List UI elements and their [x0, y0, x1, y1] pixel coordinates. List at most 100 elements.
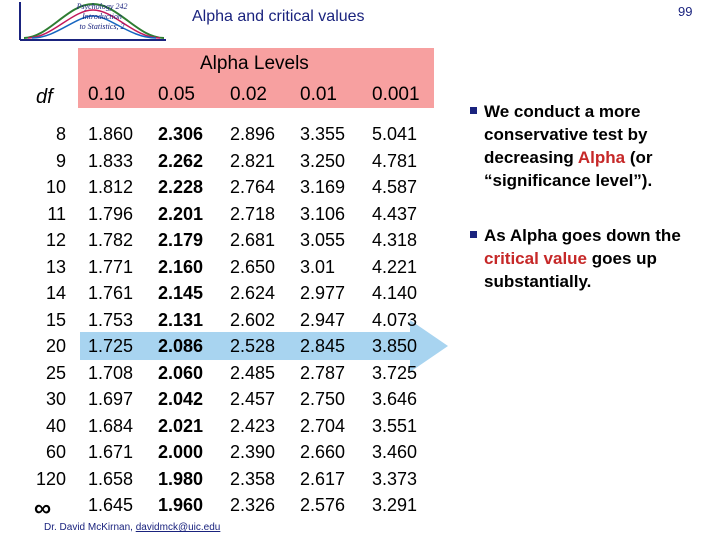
alpha-column-heading: 0.001 — [372, 84, 420, 105]
bullet-text: As Alpha goes down the — [484, 226, 681, 245]
critical-value-cell: 1.671 — [88, 442, 134, 462]
critical-value-cell: 2.000 — [158, 442, 204, 462]
logo-line-3: to Statistics, 2 — [79, 22, 125, 31]
bullet-text: We conduct a more conservative test by d… — [484, 102, 648, 167]
critical-value-cell: 2.681 — [230, 230, 276, 250]
footer-email-link[interactable]: davidmck@uic.edu — [135, 522, 221, 533]
critical-value-cell: 2.617 — [300, 468, 346, 489]
critical-value-cell: 2.624 — [230, 283, 276, 303]
critical-value-cell: 2.764 — [230, 177, 276, 197]
critical-value-cell: 1.860 — [88, 124, 134, 144]
df-value: 10 — [45, 177, 66, 197]
critical-value-cell: 3.055 — [300, 230, 346, 250]
critical-value-cell: 1.980 — [158, 468, 204, 489]
critical-value-cell: 3.373 — [372, 468, 418, 489]
critical-value-cell: 3.551 — [372, 415, 418, 436]
critical-value-cell: 2.650 — [230, 256, 276, 277]
critical-value-cell: 2.704 — [300, 415, 346, 436]
critical-value-cell: 3.355 — [300, 124, 346, 144]
row-highlight-arrow — [80, 320, 448, 372]
df-value: 12 — [45, 230, 66, 250]
alpha-levels-heading: Alpha Levels — [200, 53, 309, 74]
critical-value-cell: 2.947 — [300, 309, 346, 330]
critical-value-cell: 2.086 — [158, 336, 204, 356]
critical-value-cell: 1.725 — [88, 336, 134, 356]
critical-value-cell: 2.750 — [300, 389, 346, 409]
critical-value-cell: 3.250 — [300, 150, 346, 171]
critical-value-cell: 2.423 — [230, 415, 276, 436]
df-value: 30 — [45, 389, 66, 409]
critical-value-cell: 2.660 — [300, 442, 346, 462]
df-value: 120 — [35, 468, 66, 489]
footer-credit: Dr. David McKirnan, davidmck@uic.edu — [44, 522, 220, 533]
critical-value-cell: 2.602 — [230, 309, 276, 330]
alpha-column-heading: 0.10 — [88, 84, 125, 105]
critical-value-cell: 1.708 — [88, 362, 134, 383]
df-value: 60 — [45, 442, 66, 462]
critical-value-cell: 1.697 — [88, 389, 134, 409]
critical-value-cell: 3.460 — [372, 442, 418, 462]
critical-value-cell: 3.646 — [372, 389, 418, 409]
df-value: 9 — [55, 150, 66, 171]
slide-number: 99 — [678, 4, 693, 19]
bullet-marker-icon — [470, 231, 477, 238]
critical-value-cell: 3.169 — [300, 177, 346, 197]
alpha-column-heading: 0.01 — [300, 84, 337, 105]
bullet-marker-icon — [470, 107, 477, 114]
critical-value-cell: 4.140 — [372, 283, 418, 303]
critical-value-cell: 2.042 — [158, 389, 204, 409]
df-value: 13 — [45, 256, 66, 277]
critical-value-cell: 1.812 — [88, 177, 134, 197]
critical-value-cell: 1.833 — [88, 150, 134, 171]
critical-value-cell: 2.060 — [158, 362, 204, 383]
critical-value-cell: 2.201 — [158, 203, 204, 224]
critical-value-cell: 1.658 — [88, 468, 134, 489]
df-value: 15 — [45, 309, 66, 330]
bullet-item: We conduct a more conservative test by d… — [466, 100, 716, 192]
critical-value-cell: 2.131 — [158, 309, 204, 330]
footer-author: Dr. David McKirnan, — [44, 522, 133, 533]
critical-value-cell: 2.326 — [230, 495, 276, 515]
bullet-text: (or “significance level”). — [484, 148, 653, 190]
critical-value-cell: 2.485 — [230, 362, 276, 383]
critical-value-cell: 2.718 — [230, 203, 276, 224]
critical-value-cell: 4.437 — [372, 203, 418, 224]
critical-value-cell: 2.390 — [230, 442, 276, 462]
critical-value-cell: 2.145 — [158, 283, 204, 303]
critical-value-cell: 1.753 — [88, 309, 134, 330]
critical-value-cell: 2.576 — [300, 495, 346, 515]
critical-value-cell: 2.228 — [158, 177, 204, 197]
logo-text: Psychology 242 Introduction to Statistic… — [52, 2, 152, 32]
critical-value-cell: 1.782 — [88, 230, 134, 250]
critical-value-cell: 2.358 — [230, 468, 276, 489]
bullet-text: goes up substantially. — [484, 249, 657, 291]
df-value: 40 — [45, 415, 66, 436]
critical-value-cell: 2.896 — [230, 124, 276, 144]
critical-value-cell: 1.761 — [88, 283, 134, 303]
df-value: 25 — [45, 362, 66, 383]
critical-value-cell: 3.725 — [372, 362, 418, 383]
critical-value-cell: 1.645 — [88, 495, 134, 515]
critical-value-cell: 1.684 — [88, 415, 134, 436]
logo-line-1: Psychology 242 — [76, 2, 128, 11]
critical-value-cell: 2.262 — [158, 150, 204, 171]
alpha-column-heading: 0.05 — [158, 84, 195, 105]
critical-value-cell: 2.821 — [230, 150, 276, 171]
df-value: 8 — [55, 124, 66, 144]
bullet-highlight: Alpha — [577, 148, 626, 167]
critical-value-cell: 2.306 — [158, 124, 204, 144]
course-logo: Psychology 242 Introduction to Statistic… — [18, 0, 166, 42]
logo-line-2: Introduction — [82, 12, 122, 21]
critical-value-cell: 2.528 — [230, 336, 276, 356]
critical-value-cell: 3.850 — [372, 336, 418, 356]
df-value: 20 — [45, 336, 66, 356]
critical-value-cell: 3.01 — [300, 256, 336, 277]
critical-value-cell: 4.781 — [372, 150, 418, 171]
alpha-column-heading: 0.02 — [230, 84, 267, 105]
critical-value-cell: 1.960 — [158, 495, 204, 515]
critical-value-cell: 2.179 — [158, 230, 204, 250]
bullet-item: As Alpha goes down the critical value go… — [466, 224, 716, 293]
critical-value-cell: 2.787 — [300, 362, 346, 383]
critical-value-cell: 2.021 — [158, 415, 204, 436]
critical-value-cell: 1.771 — [88, 256, 134, 277]
